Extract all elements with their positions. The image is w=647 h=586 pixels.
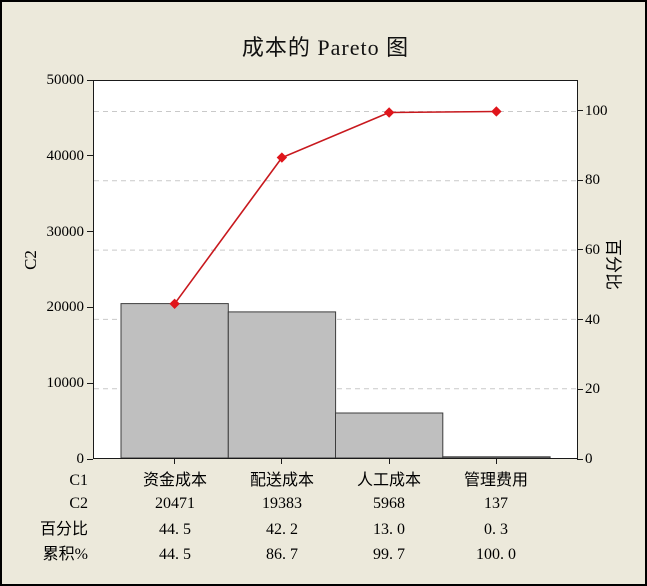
right-axis-tick [577, 389, 583, 390]
table-cell: 137 [484, 495, 508, 512]
table-cell: 44. 5 [159, 546, 191, 563]
left-axis-tick-label: 10000 [46, 375, 85, 391]
left-axis-tick [87, 383, 93, 384]
cumulative-marker-1 [169, 298, 180, 310]
table-cell: 86. 7 [266, 546, 298, 563]
right-axis-tick [577, 180, 583, 181]
cumulative-marker-3 [383, 107, 395, 118]
x-axis-tick [389, 458, 390, 464]
left-axis-tick [87, 80, 93, 81]
table-row-label-C1: C1 [69, 472, 88, 489]
right-axis-tick [577, 249, 583, 250]
x-axis-tick [496, 458, 497, 464]
chart-title: 成本的 Pareto 图 [241, 35, 410, 60]
bar-配送成本 [227, 311, 337, 458]
x-axis-tick [174, 458, 175, 464]
left-axis-tick-label: 30000 [46, 224, 85, 240]
table-cell: 0. 3 [484, 521, 508, 538]
category-label: 管理费用 [463, 472, 528, 489]
table-cell: 20471 [155, 495, 195, 512]
cumulative-line [173, 110, 497, 305]
right-axis-tick [577, 110, 583, 111]
table-row-label-百分比: 百分比 [39, 521, 88, 538]
right-axis-tick-label: 100 [585, 103, 608, 119]
left-axis-tick-label: 0 [76, 451, 85, 467]
right-axis-tick-label: 20 [585, 381, 600, 397]
bar-资金成本 [120, 303, 229, 458]
right-axis-title: 百分比 [603, 239, 623, 290]
category-label: 资金成本 [142, 472, 207, 489]
left-axis-tick-label: 50000 [46, 72, 85, 88]
table-cell: 99. 7 [373, 546, 405, 563]
left-axis-tick [87, 307, 93, 308]
table-row-label-累积%: 累积% [42, 546, 88, 563]
right-axis-tick [577, 459, 583, 460]
bar-人工成本 [335, 412, 444, 458]
left-axis-tick [87, 231, 93, 232]
cumulative-marker-2 [276, 152, 288, 163]
table-cell: 5968 [373, 495, 405, 512]
table-row-label-C2: C2 [69, 495, 88, 512]
right-axis-tick-label: 40 [585, 312, 600, 328]
left-axis-tick-label: 20000 [46, 299, 85, 315]
category-label: 配送成本 [249, 472, 314, 489]
table-cell: 13. 0 [373, 521, 405, 538]
x-axis-tick [281, 458, 282, 464]
left-axis-tick [87, 459, 93, 460]
plot-area [93, 80, 578, 459]
cumulative-marker-4 [491, 106, 502, 117]
right-axis-tick [577, 319, 583, 320]
category-label: 人工成本 [356, 472, 421, 489]
table-cell: 44. 5 [159, 521, 191, 538]
right-axis-tick-label: 60 [585, 242, 600, 258]
right-axis-tick-label: 0 [585, 451, 593, 467]
left-axis-tick-label: 40000 [46, 148, 85, 164]
left-axis-tick [87, 155, 93, 156]
table-cell: 100. 0 [476, 546, 516, 563]
right-axis-tick-label: 80 [585, 172, 600, 188]
table-cell: 19383 [262, 495, 302, 512]
pareto-chart-canvas [94, 106, 577, 458]
table-cell: 42. 2 [266, 521, 298, 538]
